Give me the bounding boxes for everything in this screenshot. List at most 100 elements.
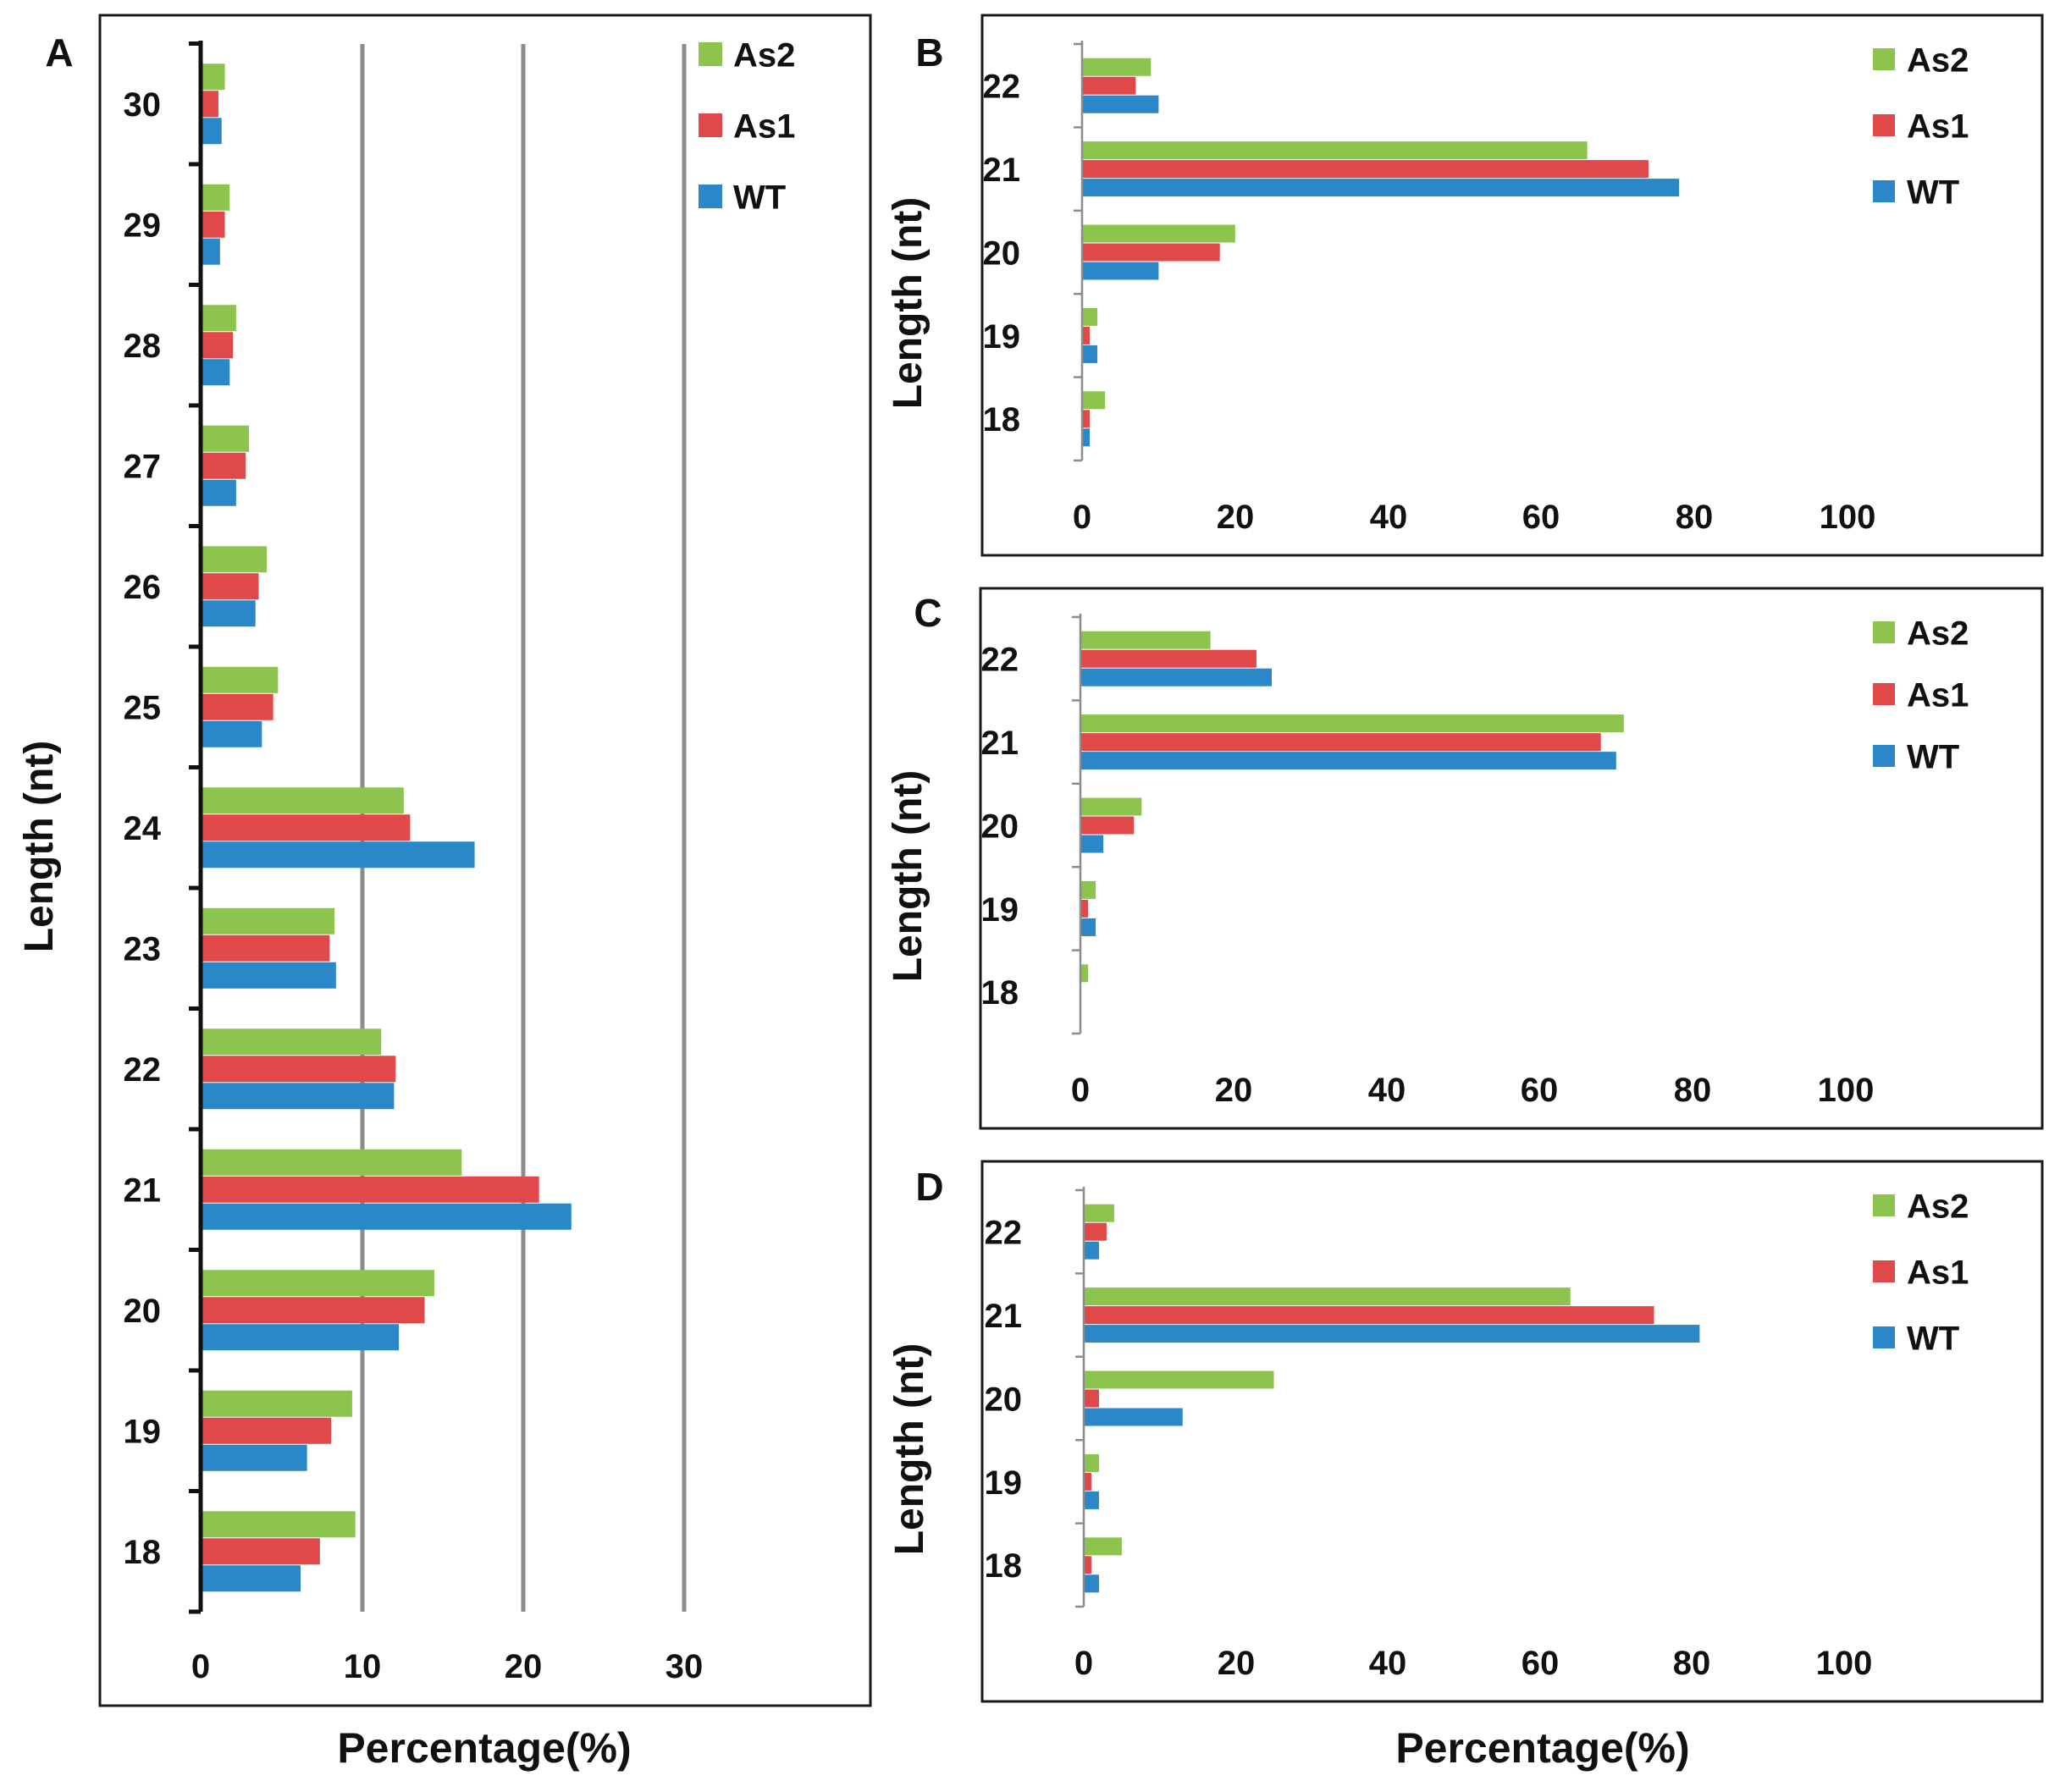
panel-c-bar-as2-21	[1080, 714, 1624, 733]
panel-a-y-tick-label: 30	[124, 86, 162, 124]
panel-c-legend-swatch-as2	[1873, 621, 1895, 643]
panel-d-bar-as2-18	[1084, 1537, 1122, 1556]
panel-c-label: C	[914, 591, 942, 635]
panel-a-bar-wt-23	[201, 962, 336, 989]
panel-a-bar-as1-18	[201, 1538, 320, 1565]
panel-c-bar-as2-18	[1080, 964, 1089, 983]
panel-c-bar-as2-20	[1080, 797, 1142, 816]
panel-a-y-axis-title: Length (nt)	[17, 741, 62, 953]
panel-c-legend-swatch-wt	[1873, 745, 1895, 767]
panel-a-bar-wt-20	[201, 1324, 400, 1351]
panel-c-legend-label-wt: WT	[1907, 738, 1959, 775]
panel-c-plot: 18 19 20 21 22 0 20 40 60 80 100 C Length (nt) As2 As1…	[886, 591, 1969, 1109]
panel-a-bar-as1-27	[201, 452, 246, 479]
panel-a-bar-as2-29	[201, 184, 230, 211]
panel-b: 18 19 20 21 22 0 20 40 60 80 100 B Length (nt) As2 As1…	[886, 14, 2044, 557]
panel-a-bar-as2-28	[201, 305, 236, 332]
panel-a-bar-as2-23	[201, 907, 334, 935]
panel-c-x-tick-label: 80	[1674, 1072, 1712, 1109]
panel-d-y-tick-label: 21	[985, 1298, 1023, 1335]
panel-a-bar-as1-29	[201, 211, 225, 238]
panel-b-x-tick-label: 0	[1073, 499, 1091, 536]
panel-d: 18 19 20 21 22 0 20 40 60 80 100 D Length (nt) Percen…	[887, 1160, 2044, 1772]
panel-a-bar-as2-18	[201, 1511, 356, 1538]
panel-a-label: A	[45, 30, 73, 74]
panel-d-plot: 18 19 20 21 22 0 20 40 60 80 100 D Length (nt) Percen…	[887, 1165, 1969, 1772]
panel-b-bar-as1-20	[1082, 243, 1220, 262]
panel-d-y-tick-label: 19	[985, 1464, 1023, 1502]
panel-a-bar-wt-30	[201, 118, 222, 145]
panel-a-frame	[98, 14, 872, 1707]
panel-a-bar-wt-28	[201, 359, 230, 386]
panel-a-bar-wt-25	[201, 720, 262, 747]
panel-b-bar-as2-21	[1082, 141, 1588, 160]
panel-c-y-tick-label: 20	[981, 808, 1019, 845]
panel-d-bar-wt-18	[1084, 1574, 1099, 1593]
panel-d-legend-swatch-as2	[1873, 1194, 1895, 1216]
panel-b-bar-wt-22	[1082, 95, 1159, 113]
panel-c-bar-as1-21	[1080, 733, 1601, 752]
panel-b-y-tick-label: 21	[983, 152, 1021, 189]
panel-d-bar-as1-18	[1084, 1556, 1091, 1574]
panel-d-x-axis-title: Percentage(%)	[1395, 1724, 1689, 1772]
panel-b-x-tick-label: 80	[1676, 499, 1714, 536]
panel-c-legend-label-as2: As2	[1907, 615, 1969, 652]
panel-b-bar-as1-22	[1082, 76, 1136, 95]
panel-d-bar-wt-20	[1084, 1408, 1183, 1426]
panel-d-legend-swatch-wt	[1873, 1326, 1895, 1348]
panel-c-bar-as2-22	[1080, 631, 1211, 649]
panel-d-x-tick-label: 80	[1673, 1645, 1711, 1682]
panel-d-legend-label-as2: As2	[1907, 1188, 1969, 1225]
panel-d-y-tick-label: 22	[985, 1215, 1023, 1252]
panel-a-bar-as1-20	[201, 1297, 425, 1324]
panel-c-bar-as1-19	[1080, 899, 1089, 918]
panel-b-bar-wt-18	[1082, 428, 1091, 447]
panel-a-bar-wt-24	[201, 841, 475, 868]
panel-a-y-tick-label: 29	[124, 207, 162, 245]
panel-d-label: D	[915, 1165, 943, 1209]
panel-d-bar-as2-21	[1084, 1287, 1571, 1306]
panel-b-legend-label-as2: As2	[1907, 41, 1969, 79]
panel-b-legend-swatch-as2	[1873, 48, 1895, 70]
panel-a-bar-as1-21	[201, 1176, 539, 1203]
panel-a-bar-wt-22	[201, 1083, 395, 1110]
panel-b-bar-as1-19	[1082, 326, 1091, 345]
panel-b-bar-wt-19	[1082, 345, 1098, 363]
panel-a-bar-wt-27	[201, 479, 236, 506]
panel-c-legend-label-as1: As1	[1907, 676, 1969, 714]
panel-b-x-tick-label: 40	[1370, 499, 1408, 536]
panel-a-bar-as2-19	[201, 1390, 352, 1417]
panel-c-y-tick-label: 22	[981, 642, 1019, 679]
panel-a-y-tick-label: 18	[124, 1534, 162, 1571]
panel-c-x-tick-label: 0	[1071, 1072, 1090, 1109]
panel-d-bar-as2-22	[1084, 1204, 1114, 1222]
panel-a-bar-wt-26	[201, 600, 256, 627]
panel-d-x-tick-label: 20	[1218, 1645, 1256, 1682]
panel-a-bar-as1-28	[201, 332, 234, 359]
panel-d-bar-wt-19	[1084, 1491, 1099, 1509]
panel-d-bar-as1-22	[1084, 1222, 1107, 1241]
panel-b-y-axis-title: Length (nt)	[886, 197, 931, 410]
panel-a-plot: 18 19 20 21 22 23 24 25 26 27 28 29 30 0 10 20 30 A Length…	[17, 30, 795, 1772]
panel-a-x-axis-title: Percentage(%)	[337, 1724, 631, 1772]
panel-d-bar-as1-19	[1084, 1472, 1091, 1491]
panel-c-y-tick-label: 18	[981, 974, 1019, 1012]
panel-c-bar-wt-21	[1080, 752, 1616, 770]
panel-a-bar-as2-21	[201, 1149, 462, 1176]
panel-c-y-axis-title: Length (nt)	[886, 770, 931, 983]
panel-c-y-tick-label: 21	[981, 725, 1019, 762]
panel-a-y-tick-label: 24	[124, 810, 162, 847]
panel-c-bar-as1-22	[1080, 649, 1256, 668]
panel-d-x-tick-label: 40	[1369, 1645, 1407, 1682]
panel-c-y-tick-label: 19	[981, 891, 1019, 929]
panel-d-legend-label-wt: WT	[1907, 1320, 1959, 1357]
panel-a-bar-wt-18	[201, 1565, 301, 1592]
panel-a-bar-as2-26	[201, 546, 268, 573]
panel-d-bar-as2-20	[1084, 1370, 1274, 1389]
panel-a-y-tick-label: 21	[124, 1172, 162, 1210]
panel-d-legend-swatch-as1	[1873, 1260, 1895, 1282]
panel-a-bar-wt-19	[201, 1444, 307, 1471]
panel-b-legend-swatch-as1	[1873, 114, 1895, 136]
panel-d-bar-wt-22	[1084, 1241, 1099, 1260]
